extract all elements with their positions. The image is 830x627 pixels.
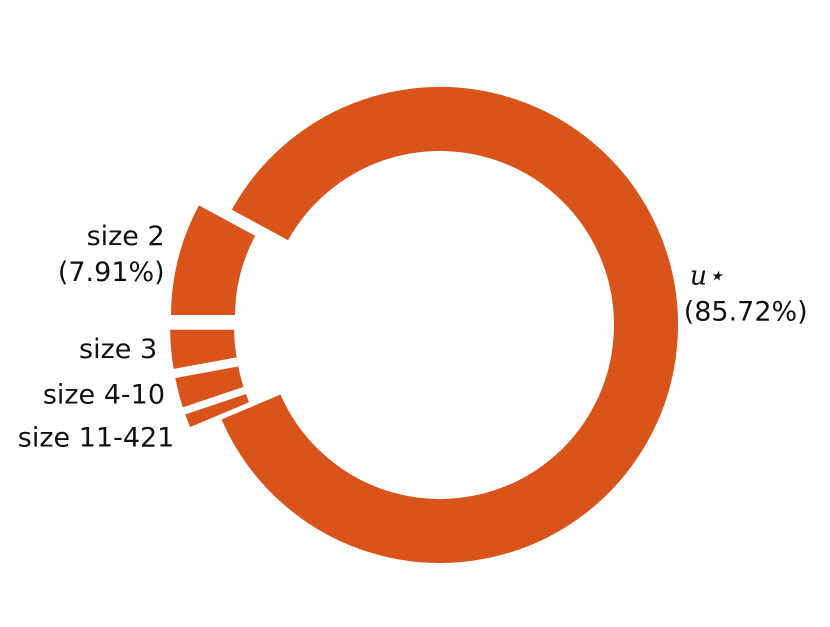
- value-label: (85.72%): [684, 297, 808, 328]
- slice-label: size 2: [87, 221, 165, 252]
- slice: [180, 388, 255, 433]
- slice: [216, 83, 682, 567]
- slice: [170, 361, 249, 413]
- slice-label: size 4-10: [43, 379, 165, 410]
- slice-label: size 11-421: [18, 423, 175, 454]
- slice-label: size 3: [79, 334, 157, 365]
- value-label: (7.91%): [58, 257, 165, 288]
- slice-label: u⋆: [690, 261, 724, 292]
- slice: [166, 325, 242, 374]
- slice: [166, 199, 261, 320]
